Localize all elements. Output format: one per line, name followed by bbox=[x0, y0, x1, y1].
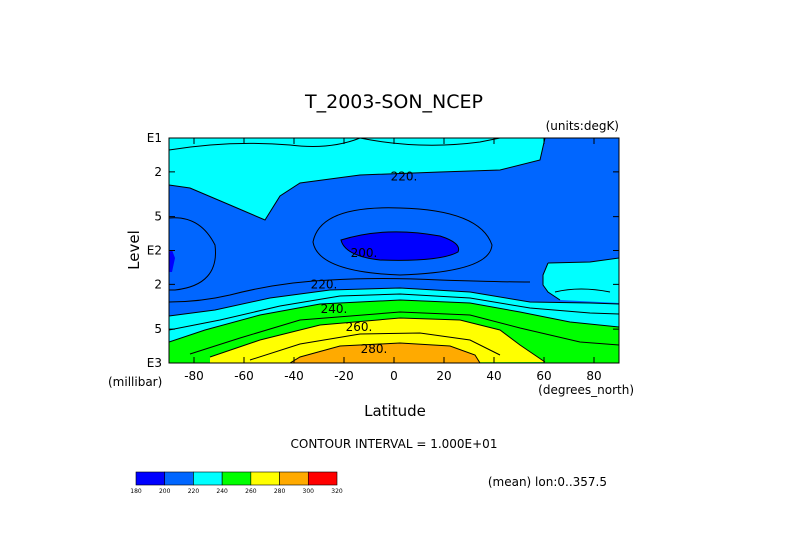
colorbar-tick-label: 280 bbox=[274, 488, 286, 495]
contour-line bbox=[169, 278, 531, 303]
y-tick-label: E2 bbox=[147, 244, 162, 258]
colorbar-tick-label: 260 bbox=[245, 488, 257, 495]
contour-fill-group bbox=[169, 138, 619, 363]
contour-line bbox=[547, 257, 619, 264]
contour-line bbox=[359, 138, 501, 146]
contour-line bbox=[312, 207, 493, 276]
y-tick-label: 5 bbox=[154, 322, 162, 336]
contour-band-220-240-right bbox=[543, 258, 619, 303]
colorbar: 180 200 220 240 260 280 300 320 bbox=[130, 471, 343, 495]
x-axis: -80 -60 -40 -20 0 20 40 60 80 bbox=[184, 138, 602, 383]
chart-title: T_2003-SON_NCEP bbox=[304, 91, 483, 113]
colorbar-swatch bbox=[307, 471, 338, 486]
contour-label: 200. bbox=[351, 246, 378, 260]
y-axis-label: Level bbox=[125, 230, 143, 270]
contour-line bbox=[169, 287, 619, 317]
contour-lines bbox=[169, 138, 619, 363]
contour-label: 220. bbox=[311, 277, 338, 291]
y-tick-label: E3 bbox=[147, 356, 162, 370]
contour-label: 260. bbox=[346, 320, 373, 334]
y-axis: E1 2 5 E2 2 5 E3 bbox=[147, 131, 619, 370]
contour-label: 240. bbox=[321, 302, 348, 316]
contour-line-200 bbox=[340, 231, 460, 261]
colorbar-tick-label: 180 bbox=[130, 488, 142, 495]
contour-labels: 220. 200. 220. 240. 260. 280. bbox=[311, 170, 418, 356]
colorbar-tick-label: 240 bbox=[216, 488, 228, 495]
x-tick-label: 60 bbox=[536, 369, 551, 383]
colorbar-swatch bbox=[250, 471, 280, 486]
contour-line bbox=[554, 288, 611, 293]
x-tick-label: 40 bbox=[486, 369, 501, 383]
contour-band-280-300 bbox=[290, 343, 480, 363]
contour-line bbox=[189, 311, 619, 355]
contour-line-240 bbox=[169, 299, 619, 343]
contour-line bbox=[542, 262, 561, 301]
colorbar-swatch bbox=[279, 471, 309, 486]
contour-interval-text: CONTOUR INTERVAL = 1.000E+01 bbox=[291, 437, 498, 451]
colorbar-tick-label: 320 bbox=[331, 488, 343, 495]
contour-label: 220. bbox=[391, 170, 418, 184]
x-tick-label: -20 bbox=[334, 369, 354, 383]
x-tick-label: 0 bbox=[390, 369, 398, 383]
contour-band-220-240-top bbox=[169, 138, 545, 220]
y-tick-label: 5 bbox=[154, 210, 162, 224]
x-tick-label: -40 bbox=[284, 369, 304, 383]
colorbar-tick-label: 300 bbox=[303, 488, 315, 495]
colorbar-swatch bbox=[221, 471, 252, 486]
contour-band-180-200 bbox=[341, 231, 459, 261]
x-tick-label: -80 bbox=[184, 369, 204, 383]
y-tick-label: 2 bbox=[154, 277, 162, 291]
y-tick-label: E1 bbox=[147, 131, 162, 145]
contour-label: 280. bbox=[361, 342, 388, 356]
colorbar-swatch bbox=[193, 471, 223, 486]
units-label: (units:degK) bbox=[546, 119, 619, 133]
x-unit-label: (degrees_north) bbox=[538, 383, 634, 397]
x-tick-label: 80 bbox=[586, 369, 601, 383]
contour-line bbox=[169, 217, 216, 291]
mean-longitude-text: (mean) lon:0..357.5 bbox=[488, 475, 607, 489]
contour-line-220 bbox=[169, 138, 546, 221]
contour-line bbox=[169, 293, 619, 331]
contour-line bbox=[249, 332, 501, 361]
contour-band-180-200-edge bbox=[169, 250, 175, 272]
colorbar-tick-label: 200 bbox=[159, 488, 171, 495]
x-tick-label: -60 bbox=[234, 369, 254, 383]
y-unit-label: (millibar) bbox=[108, 375, 162, 389]
contour-line-260 bbox=[209, 317, 546, 363]
x-tick-label: 20 bbox=[436, 369, 451, 383]
y-tick-label: 2 bbox=[154, 165, 162, 179]
colorbar-swatch bbox=[164, 471, 194, 486]
colorbar-tick-label: 220 bbox=[188, 488, 200, 495]
x-axis-label: Latitude bbox=[364, 402, 426, 420]
contour-line bbox=[169, 138, 361, 151]
colorbar-swatch bbox=[135, 471, 166, 486]
contour-line-280 bbox=[289, 342, 481, 363]
